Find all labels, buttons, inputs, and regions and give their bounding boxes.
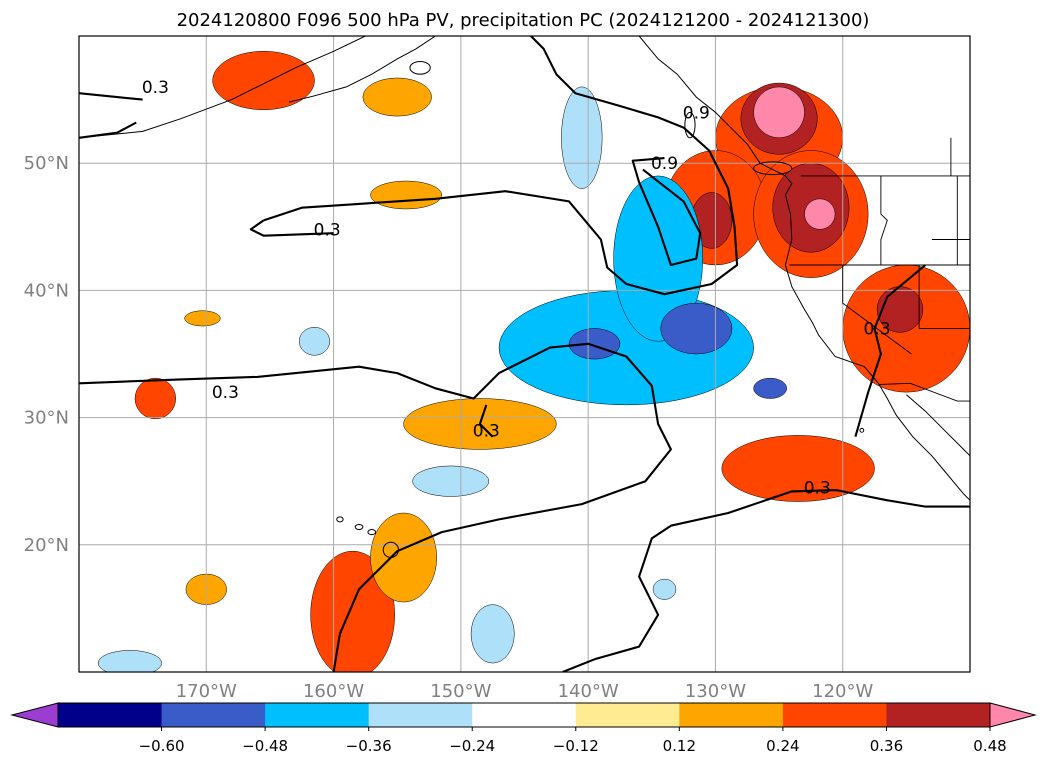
contour-label: 0.9 [651, 154, 678, 174]
pv-contour-line [79, 121, 137, 139]
contour-label: 0.3 [142, 78, 169, 98]
coastline [906, 394, 970, 457]
colorbar-tick-label: 0.24 [766, 737, 799, 755]
pv-contour-labels: 0.3 0.3 0.3 0.3 0.3 0.3 0.9 0.9 [142, 78, 891, 499]
precip-region [613, 175, 703, 342]
precip-region [134, 377, 176, 420]
colorbar-segment [265, 703, 370, 727]
precip-region [412, 465, 490, 497]
precip-region [362, 77, 432, 117]
contour-label: 0.3 [212, 383, 239, 403]
pv-contour-line [79, 342, 672, 672]
border-line [879, 382, 970, 402]
colorbar-extend-low [10, 702, 59, 728]
pv-contour-line [478, 404, 494, 438]
island [354, 523, 364, 531]
y-tick-label: 20°N [24, 535, 69, 556]
precip-region [753, 377, 787, 399]
precip-region [310, 550, 395, 672]
x-tick-label: 160°W [303, 681, 364, 702]
pv-contour-line [263, 36, 739, 296]
precip-region [561, 86, 603, 189]
y-tick-label: 30°N [24, 408, 69, 429]
colorbar-tick-label: −0.60 [139, 737, 185, 755]
island [859, 427, 865, 433]
island [753, 161, 793, 176]
colorbar-segment [575, 703, 680, 727]
pv-contour-line [249, 219, 334, 237]
x-tick-label: 170°W [176, 681, 237, 702]
map-frame [78, 35, 971, 673]
colorbar-segment [472, 703, 577, 727]
pv-contour-line [79, 92, 143, 101]
pv-contour-line [631, 157, 702, 267]
contour-label: 0.3 [473, 421, 500, 441]
contour-label: 0.3 [314, 220, 341, 240]
y-axis: 20°N 30°N 40°N 50°N [24, 153, 69, 556]
x-tick-label: 150°W [430, 681, 491, 702]
precip-region [660, 302, 733, 355]
precip-region [370, 512, 437, 603]
precip-region [470, 604, 515, 664]
x-tick-label: 140°W [558, 681, 619, 702]
island [367, 529, 377, 536]
contour-label: 0.3 [804, 479, 831, 499]
x-axis: 170°W 160°W 150°W 140°W 130°W 120°W [176, 681, 874, 702]
y-tick-label: 40°N [24, 280, 69, 301]
precip-region [721, 435, 875, 502]
colorbar-segment [58, 703, 163, 727]
colorbar-frame [57, 702, 991, 728]
chart-title: 2024120800 F096 500 hPa PV, precipitatio… [177, 10, 870, 31]
colorbar-segment [161, 703, 266, 727]
coastlines-borders [79, 36, 970, 559]
coastline [79, 36, 366, 139]
contour-label: 0.3 [864, 320, 891, 340]
colorbar-tick-label: −0.48 [242, 737, 288, 755]
island [684, 111, 696, 139]
colorbar-segment [782, 703, 887, 727]
colorbar-tick-label: −0.36 [346, 737, 392, 755]
coastline [638, 36, 970, 501]
colorbar-segment [679, 703, 784, 727]
precip-region [298, 327, 331, 356]
precip-region [97, 650, 162, 672]
gridlines [79, 36, 970, 672]
colorbar-segment [886, 703, 991, 727]
pv-contour-line [562, 489, 970, 672]
precip-region [753, 86, 805, 139]
precip-region [212, 51, 315, 111]
colorbar-tick-label: 0.48 [973, 737, 1006, 755]
colorbar-segment [368, 703, 473, 727]
colorbar-tick-label: −0.12 [553, 737, 599, 755]
x-tick-label: 130°W [685, 681, 746, 702]
pv-contours [79, 36, 970, 672]
precip-region [568, 328, 621, 360]
colorbar-tick-label: −0.24 [449, 737, 495, 755]
x-tick-label: 120°W [812, 681, 873, 702]
colorbar-tick-label: 0.12 [663, 737, 696, 755]
border-line [842, 265, 912, 355]
island [409, 60, 431, 75]
border-line [880, 175, 888, 265]
colorbar-extend-high [989, 702, 1037, 728]
precip-region [652, 578, 677, 600]
precip-region [804, 198, 836, 230]
coastline [288, 36, 436, 103]
precip-region [184, 310, 221, 327]
colorbar-tick-label: 0.36 [870, 737, 903, 755]
island [336, 516, 344, 523]
contour-label: 0.9 [683, 103, 710, 123]
y-tick-label: 50°N [24, 153, 69, 174]
colorbar: −0.60 −0.48 −0.36 −0.24 −0.12 0.12 0.24 0.36 0.4… [10, 702, 1037, 755]
precip-region [370, 180, 443, 210]
pv-contour-line [854, 264, 927, 437]
